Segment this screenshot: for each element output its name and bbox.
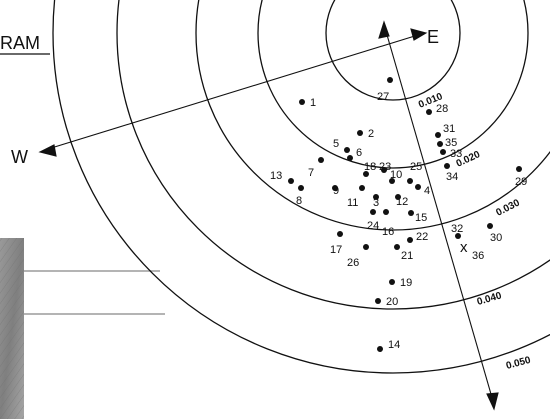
- survey-point-31-label: 31: [443, 123, 455, 135]
- survey-point-17-dot: [337, 231, 343, 237]
- survey-point-27-label: 27: [377, 91, 389, 103]
- survey-point-12-label: 12: [396, 196, 408, 208]
- survey-point-14-label: 14: [388, 339, 400, 351]
- contour-label-0.030: 0.030: [494, 197, 522, 218]
- survey-point-14-dot: [377, 346, 383, 352]
- marker-36-label: 36: [472, 250, 484, 262]
- survey-point-12-dot: [395, 194, 401, 200]
- survey-point-34-dot: [444, 163, 450, 169]
- contour-ring-0.050: [52, 0, 550, 374]
- direction-axes: [38, 20, 499, 411]
- survey-point-9-label: 9: [333, 185, 339, 197]
- survey-point-34-label: 34: [446, 171, 458, 183]
- survey-point-29-dot: [516, 166, 522, 172]
- axis-arrowhead-east: [410, 28, 428, 41]
- axis-arrowhead-north: [378, 20, 390, 39]
- east-label: E: [427, 27, 439, 47]
- survey-point-16-dot: [383, 209, 389, 215]
- contour-label-0.040: 0.040: [476, 290, 504, 308]
- marker-36: x 36: [460, 239, 484, 262]
- title: RAM: [0, 33, 50, 55]
- survey-point-22-dot: [407, 237, 413, 243]
- survey-point-4-label: 4: [424, 185, 430, 197]
- survey-point-35-label: 35: [445, 137, 457, 149]
- survey-point-13-dot: [288, 178, 294, 184]
- photo-panel: [0, 238, 165, 419]
- contour-ring-0.010: [325, 0, 461, 101]
- survey-point-6-label: 6: [356, 147, 362, 159]
- survey-point-33-label: 33: [450, 148, 462, 160]
- survey-point-8-label: 8: [296, 195, 302, 207]
- title-text: RAM: [0, 33, 40, 53]
- survey-point-19-dot: [389, 279, 395, 285]
- survey-point-3-label: 3: [373, 197, 379, 209]
- contour-rings: [52, 0, 550, 374]
- contour-ring-0.020: [257, 0, 529, 169]
- survey-point-31-dot: [435, 132, 441, 138]
- survey-point-8-dot: [298, 185, 304, 191]
- survey-point-17-label: 17: [330, 244, 342, 256]
- survey-point-20-label: 20: [386, 296, 398, 308]
- survey-point-24-dot: [370, 209, 376, 215]
- survey-point-13-label: 13: [270, 170, 282, 182]
- survey-point-5-dot: [344, 147, 350, 153]
- ew-axis-line: [384, 27, 494, 402]
- survey-point-1-dot: [299, 99, 305, 105]
- survey-point-30-label: 30: [490, 232, 502, 244]
- survey-point-32-label: 32: [451, 223, 463, 235]
- survey-point-6-dot: [347, 155, 353, 161]
- survey-point-33-dot: [440, 149, 446, 155]
- survey-point-7-label: 7: [308, 167, 314, 179]
- survey-point-4-dot: [415, 184, 421, 190]
- survey-point-10-label: 10: [390, 169, 402, 181]
- survey-point-15-label: 15: [415, 212, 427, 224]
- survey-point-21-label: 21: [401, 250, 413, 262]
- survey-point-26-dot: [363, 244, 369, 250]
- contour-labels: 0.010 0.020 0.030 0.040 0.050: [416, 90, 534, 373]
- survey-point-22-label: 22: [416, 231, 428, 243]
- survey-point-24-label: 24: [367, 220, 379, 232]
- survey-point-21-dot: [394, 244, 400, 250]
- survey-point-11-dot: [359, 185, 365, 191]
- ew-axis-line-cross: [47, 34, 419, 150]
- survey-point-23-label: 23: [379, 161, 391, 173]
- contour-ring-0.030: [195, 0, 550, 231]
- survey-point-27-dot: [387, 77, 393, 83]
- axis-arrowhead-west: [38, 144, 57, 157]
- survey-point-9-dot: [332, 185, 338, 191]
- survey-point-23-dot: [381, 167, 387, 173]
- survey-point-28-label: 28: [436, 103, 448, 115]
- survey-point-25-label: 25: [410, 161, 422, 173]
- survey-point-2-label: 2: [368, 128, 374, 140]
- survey-point-10-dot: [389, 178, 395, 184]
- survey-point-2-dot: [357, 130, 363, 136]
- survey-point-11-label: 11: [347, 197, 358, 209]
- survey-point-25-dot: [407, 178, 413, 184]
- survey-point-18-label: 18: [364, 161, 376, 173]
- survey-point-15-dot: [408, 210, 414, 216]
- survey-point-1-label: 1: [310, 97, 316, 109]
- survey-point-29-label: 29: [515, 176, 527, 188]
- survey-point-32-dot: [455, 233, 461, 239]
- survey-point-35-dot: [437, 141, 443, 147]
- marker-36-symbol: x: [460, 239, 468, 256]
- survey-point-28-dot: [426, 109, 432, 115]
- survey-point-5-label: 5: [333, 138, 339, 150]
- survey-point-18-dot: [363, 171, 369, 177]
- survey-point-20-dot: [375, 298, 381, 304]
- survey-point-16-label: 16: [382, 226, 394, 238]
- axis-arrowhead-south: [486, 392, 499, 411]
- survey-point-26-label: 26: [347, 257, 359, 269]
- survey-point-19-label: 19: [400, 277, 412, 289]
- survey-point-30-dot: [487, 223, 493, 229]
- survey-point-7-dot: [318, 157, 324, 163]
- contour-label-0.050: 0.050: [505, 355, 532, 372]
- contour-ring-0.040: [116, 0, 550, 310]
- survey-point-3-dot: [373, 194, 379, 200]
- west-label: W: [11, 147, 28, 167]
